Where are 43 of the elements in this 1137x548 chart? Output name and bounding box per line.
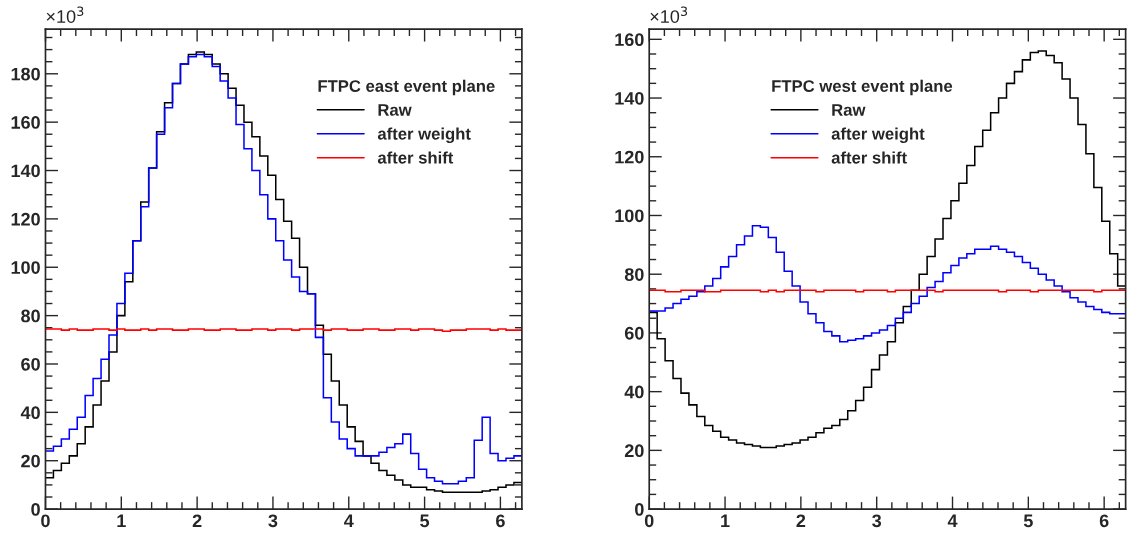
x-tick-label: 3 [872, 514, 882, 528]
x-tick-label: 2 [796, 514, 806, 528]
y-tick-label: 180 [11, 67, 40, 81]
y-tick-label: 80 [624, 268, 644, 281]
x-tick-label: 5 [420, 514, 430, 528]
y-tick-label: 100 [11, 261, 40, 274]
y-tick-label: 0 [635, 503, 644, 516]
y-tick-label: 60 [21, 357, 40, 371]
x-tick-label: 3 [268, 514, 278, 528]
x-tick-label: 1 [721, 514, 730, 528]
y-tick-label: 140 [11, 164, 40, 178]
y-tick-label: 40 [20, 406, 40, 420]
legend-label: after shift [831, 151, 907, 164]
y-tick-label: 20 [624, 444, 644, 458]
y-tick-label: 60 [624, 326, 644, 340]
y-tick-label: 20 [21, 454, 40, 468]
legend-title: FTPC east event plane [318, 79, 495, 96]
legend-label: after weight [377, 127, 471, 144]
y-tick-label: 160 [615, 33, 644, 47]
legend-label: after shift [377, 151, 454, 164]
y-tick-label: 140 [615, 91, 644, 105]
legend-title: FTPC west event plane [772, 79, 953, 96]
x-tick-label: 4 [947, 514, 958, 528]
y-tick-label: 120 [615, 150, 644, 164]
legend-label: Raw [832, 104, 866, 116]
x-tick-label: 6 [1099, 514, 1109, 528]
text: ×10$^{3}$ [46, 6, 84, 23]
x-tick-label: 2 [192, 514, 202, 528]
y-tick-label: 0 [31, 503, 40, 516]
x-tick-label: 1 [117, 514, 126, 528]
y-tick-label: 160 [11, 116, 40, 129]
legend-label: Raw [378, 104, 412, 116]
legend-label: after weight [831, 127, 925, 144]
x-tick-label: 0 [41, 514, 50, 528]
x-tick-label: 0 [644, 514, 654, 528]
text: ×10$^{3}$ [650, 6, 688, 23]
y-tick-label: 80 [21, 309, 40, 323]
x-tick-label: 4 [344, 514, 354, 528]
x-tick-label: 5 [1023, 514, 1033, 528]
y-tick-label: 120 [11, 212, 40, 226]
y-tick-label: 40 [624, 385, 644, 399]
y-tick-label: 100 [615, 209, 644, 223]
x-tick-label: 6 [496, 514, 505, 528]
